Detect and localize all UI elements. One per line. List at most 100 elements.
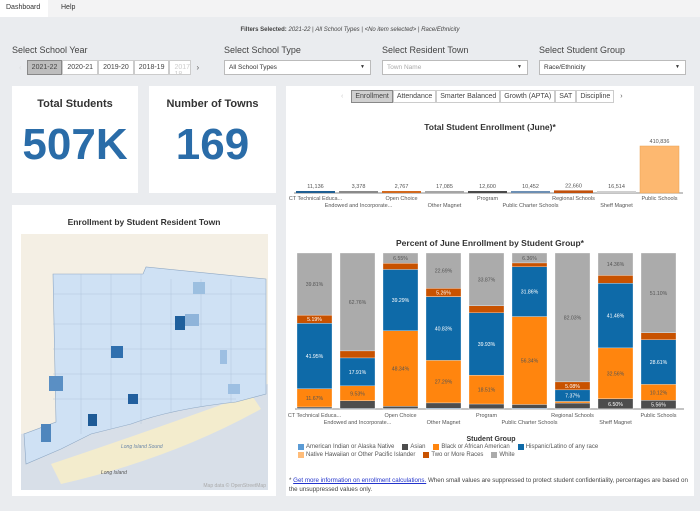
- legend-item[interactable]: Asian: [402, 444, 425, 450]
- segment-label: 31.86%: [521, 290, 539, 296]
- bar-segment: [468, 312, 505, 376]
- segment-label: 6.55%: [393, 256, 408, 262]
- legend-item[interactable]: Native Hawaiian or Other Pacific Islande…: [298, 452, 415, 458]
- segment-label: 48.34%: [392, 366, 410, 372]
- year-option[interactable]: 2018-19: [133, 60, 170, 75]
- school-type-select[interactable]: All School Types ▼: [224, 60, 371, 75]
- segment-label: 5.56%: [651, 403, 666, 409]
- segment-label: 56.34%: [521, 359, 539, 365]
- segment-label: 62.76%: [349, 300, 367, 306]
- segment-label: 41.46%: [607, 314, 625, 320]
- bar-segment: [511, 404, 548, 409]
- chevron-right-icon[interactable]: ›: [620, 93, 623, 100]
- segment-label: 5.08%: [565, 384, 580, 390]
- nav-tab-help[interactable]: Help: [61, 4, 76, 11]
- metric-tabs: ‹ Enrollment Attendance Smarter Balanced…: [341, 90, 623, 103]
- bar-segment: [339, 400, 376, 409]
- year-label: Select School Year: [12, 45, 88, 55]
- x-tick-label: Other Magnet: [427, 420, 461, 426]
- town-select[interactable]: Town Name ▼: [382, 60, 528, 75]
- year-option[interactable]: 2021-22: [26, 60, 63, 75]
- segment-label: 6.36%: [522, 256, 537, 262]
- total-students-card: Total Students 507K: [12, 86, 138, 193]
- legend-swatch: [433, 444, 440, 450]
- filter-year: 2021-22: [288, 27, 311, 33]
- student-group-select[interactable]: Race/Ethnicity ▼: [539, 60, 686, 75]
- segment-label: 17.91%: [349, 370, 367, 376]
- caret-down-icon: ▼: [675, 64, 680, 70]
- town-placeholder: Town Name: [387, 64, 422, 71]
- chevron-right-icon[interactable]: ›: [196, 63, 200, 72]
- footnote-star: *: [289, 477, 294, 484]
- tab-sat[interactable]: SAT: [555, 90, 577, 103]
- x-tick-label: Open Choice: [384, 413, 416, 419]
- town-waterbury: [111, 346, 123, 358]
- group-label: Select Student Group: [539, 45, 626, 55]
- x-tick-label: CT Technical Educa...: [288, 413, 342, 419]
- data-label: 17,085: [436, 184, 453, 190]
- legend-item[interactable]: Black or African American: [433, 444, 510, 450]
- bar: [597, 191, 636, 193]
- town-shaded: [228, 384, 240, 394]
- x-tick-label: Regional Schools: [551, 413, 594, 419]
- year-option[interactable]: 2019-20: [98, 60, 134, 75]
- chevron-left-icon[interactable]: ‹: [19, 63, 22, 72]
- bar-segment: [468, 403, 505, 409]
- segment-label: 33.87%: [478, 277, 496, 283]
- bar-segment: [339, 350, 376, 359]
- segment-label: 27.29%: [435, 380, 453, 386]
- legend-item[interactable]: American Indian or Alaska Native: [298, 444, 394, 450]
- bar-segment: [597, 275, 634, 284]
- bar-segment: [382, 252, 419, 264]
- choropleth-map[interactable]: Long Island Sound Long Island Map data ©…: [21, 234, 268, 490]
- bar-segment: [425, 252, 462, 289]
- data-label: 2,767: [395, 184, 409, 190]
- tab-discipline[interactable]: Discipline: [576, 90, 615, 103]
- bar: [339, 191, 378, 193]
- nav-tab-dashboard[interactable]: Dashboard: [0, 0, 48, 17]
- footnote: * Get more information on enrollment cal…: [289, 476, 689, 494]
- x-tick-label: CT Technical Educa...: [289, 196, 343, 202]
- percent-stacked-chart: 11.67% 41.95% 5.19% 39.81% CT Technical Educ…: [288, 252, 684, 426]
- school-type-value: All School Types: [229, 64, 277, 71]
- bar-segment: [554, 402, 591, 409]
- bar-segment: [554, 252, 591, 383]
- data-label: 22,660: [565, 183, 582, 189]
- tab-attendance[interactable]: Attendance: [392, 90, 437, 103]
- segment-label: 39.93%: [478, 342, 496, 348]
- bar-segment: [468, 305, 505, 314]
- legend-swatch: [298, 452, 304, 458]
- segment-label: 5.19%: [307, 317, 322, 323]
- total-students-title: Total Students: [37, 98, 113, 110]
- enrollment-bar-chart: 11,136 CT Technical Educa... 3,378 Endowed …: [289, 139, 683, 209]
- caret-down-icon: ▼: [517, 64, 522, 70]
- x-tick-label: Public Schools: [641, 196, 677, 202]
- town-new-haven: [128, 394, 138, 404]
- x-tick-label: Public Charter Schools: [502, 420, 558, 426]
- legend-item[interactable]: Hispanic/Latino of any race: [517, 444, 598, 450]
- legend-item[interactable]: Two or More Races: [423, 452, 483, 458]
- town-danbury: [49, 376, 63, 391]
- town-shaded: [193, 282, 205, 294]
- connecticut-towns[interactable]: [23, 266, 267, 465]
- segment-label: 11.67%: [306, 396, 324, 402]
- legend-label: White: [499, 452, 515, 458]
- number-of-towns-value: 169: [175, 120, 250, 169]
- year-selector: ‹ 2021-22 2020-21 2019-20 2018-19 2017-1…: [14, 60, 204, 75]
- chevron-left-icon[interactable]: ‹: [341, 93, 344, 100]
- bar-segment: [554, 401, 591, 404]
- legend-item[interactable]: White: [491, 452, 515, 458]
- bar-segment: [296, 406, 333, 409]
- segment-label: 10.12%: [650, 390, 668, 396]
- year-option[interactable]: 2020-21: [62, 60, 99, 75]
- filter-type: All School Types: [315, 27, 360, 33]
- data-label: 10,452: [522, 184, 539, 190]
- bar-segment: [296, 323, 333, 389]
- bar-segment: [640, 332, 677, 340]
- enrollment-info-link[interactable]: Get more information on enrollment calcu…: [293, 477, 427, 484]
- tab-smarter-balanced[interactable]: Smarter Balanced: [436, 90, 501, 103]
- data-label: 3,378: [352, 184, 366, 190]
- year-option[interactable]: 2017-18: [169, 60, 192, 75]
- tab-growth-apta[interactable]: Growth (APTA): [500, 90, 556, 103]
- tab-enrollment[interactable]: Enrollment: [351, 90, 393, 103]
